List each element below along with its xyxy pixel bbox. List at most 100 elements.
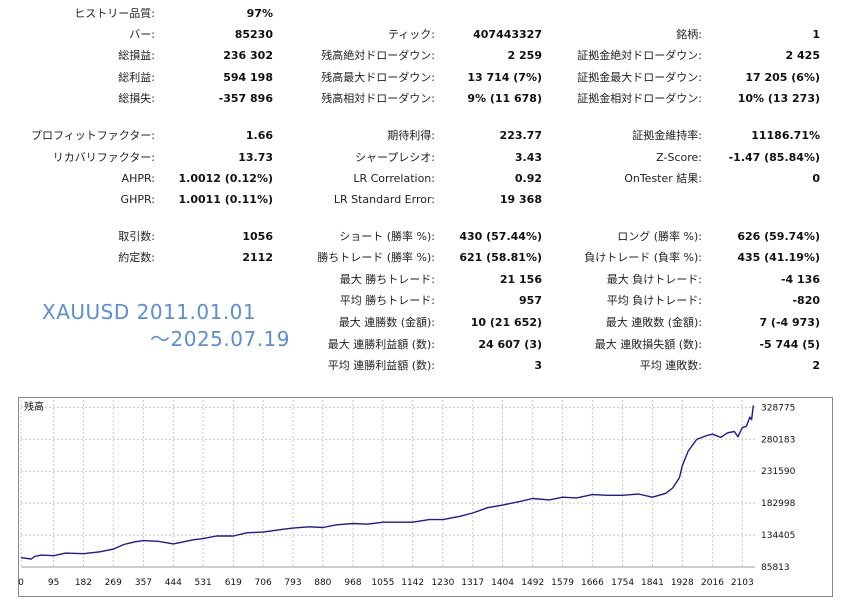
stat-label: バー: (129, 28, 155, 41)
x-tick-label: 1404 (491, 578, 514, 588)
x-tick-label: 1142 (401, 578, 424, 588)
stat-value: 13.73 (238, 151, 273, 164)
stat-value: 10 (21 652) (470, 316, 542, 329)
x-tick-label: 706 (255, 578, 272, 588)
x-tick-label: 1928 (671, 578, 694, 588)
stat-label: 証拠金絶対ドローダウン: (577, 49, 702, 62)
stat-value: 2 425 (785, 49, 820, 62)
stat-label: Z-Score: (656, 151, 702, 164)
stat-value: 957 (519, 294, 542, 307)
y-tick-label: 85813 (761, 563, 790, 573)
x-tick-label: 1754 (611, 578, 634, 588)
stat-value: 435 (41.19%) (737, 251, 820, 264)
x-tick-label: 182 (75, 578, 92, 588)
stat-label: 平均 勝ちトレード: (339, 294, 435, 307)
x-tick-label: 1055 (371, 578, 394, 588)
stat-value: 407443327 (473, 28, 542, 41)
stat-value: 13 714 (7%) (467, 71, 542, 84)
stat-value: 10% (13 273) (737, 92, 820, 105)
x-tick-label: 531 (195, 578, 212, 588)
y-tick-label: 328775 (761, 403, 795, 413)
stat-label: GHPR: (120, 193, 155, 206)
stat-value: 21 156 (499, 273, 542, 286)
stat-value: 1056 (242, 230, 273, 243)
stat-value: 9% (11 678) (467, 92, 542, 105)
chart-title: 残高 (24, 400, 44, 413)
x-tick-label: 444 (165, 578, 182, 588)
stat-value: 236 302 (223, 49, 273, 62)
stat-label: 最大 連敗損失額 (数): (594, 338, 702, 351)
balance-chart-svg: 0 95 182 269 357 444 531 619 706 793 880 968 1055 114… (18, 397, 833, 597)
stat-label: 最大 連勝数 (金額): (338, 316, 435, 329)
stat-label: LR Correlation: (353, 172, 435, 185)
x-tick-label: 1841 (641, 578, 664, 588)
x-tick-label: 357 (135, 578, 152, 588)
y-tick-label: 134405 (761, 531, 795, 541)
stat-value: 1.0012 (0.12%) (178, 172, 274, 185)
x-tick-label: 95 (48, 578, 59, 588)
stat-value: 223.77 (499, 129, 542, 142)
stat-label: ヒストリー品質: (74, 7, 155, 20)
symbol-period-end: ～2025.07.19 (150, 327, 291, 351)
x-tick-label: 793 (284, 578, 301, 588)
stat-label: 平均 負けトレード: (606, 294, 702, 307)
stat-value: 11186.71% (751, 129, 820, 142)
x-tick-label: 619 (225, 578, 242, 588)
stat-label: 証拠金相対ドローダウン: (577, 92, 702, 105)
stat-value: 2112 (242, 251, 273, 264)
stat-value: 430 (57.44%) (459, 230, 542, 243)
x-tick-label: 968 (344, 578, 361, 588)
stat-label: 最大 勝ちトレード: (339, 273, 435, 286)
stat-value: 0.92 (514, 172, 542, 185)
stat-label: 銘柄: (676, 28, 702, 41)
stat-label: 総利益: (118, 71, 155, 84)
x-tick-label: 1579 (551, 578, 574, 588)
y-tick-label: 231590 (761, 467, 796, 477)
stat-label: 約定数: (118, 251, 155, 264)
stat-label: 取引数: (118, 230, 155, 243)
stat-value: 2 259 (507, 49, 542, 62)
stat-value: 594 198 (223, 71, 273, 84)
balance-chart: 0 95 182 269 357 444 531 619 706 793 880 968 1055 114… (18, 397, 833, 597)
x-tick-label: 1230 (431, 578, 454, 588)
x-tick-label: 880 (314, 578, 331, 588)
stat-label: 最大 負けトレード: (606, 273, 702, 286)
stat-label: LR Standard Error: (333, 193, 435, 206)
report-stats-section: ヒストリー品質: 97% バー: 85230 総損益: 236 302 総利益: 594 19… (30, 7, 820, 372)
stat-value: 626 (59.74%) (737, 230, 820, 243)
stat-label: 総損益: (118, 49, 155, 62)
stat-label: 最大 連敗数 (金額): (605, 316, 702, 329)
stat-label: AHPR: (121, 172, 155, 185)
stat-label: リカバリファクター: (52, 151, 155, 164)
symbol-period-title: XAUUSD 2011.01.01 (42, 300, 257, 324)
stat-label: 平均 連勝利益額 (数): (327, 359, 435, 372)
stat-label: 勝ちトレード (勝率 %): (317, 251, 435, 264)
stat-label: 負けトレード (負率 %): (584, 251, 702, 264)
stat-value: 17 205 (6%) (745, 71, 820, 84)
stat-label: ティック: (387, 28, 435, 41)
stat-label: 証拠金最大ドローダウン: (577, 71, 702, 84)
stat-value: -357 896 (218, 92, 273, 105)
stat-label: 総損失: (118, 92, 155, 105)
stat-label: 残高相対ドローダウン: (321, 92, 435, 105)
stat-value: 0 (812, 172, 820, 185)
stat-label: 平均 連敗数: (639, 359, 702, 372)
stat-value: 1.0011 (0.11%) (178, 193, 274, 206)
stat-label: 期待利得: (387, 129, 435, 142)
stat-value: 1 (812, 28, 820, 41)
stat-value: -1.47 (85.84%) (728, 151, 820, 164)
stat-value: 7 (-4 973) (759, 316, 820, 329)
stat-label: プロフィットファクター: (30, 129, 155, 142)
x-tick-label: 2016 (701, 578, 724, 588)
x-tick-label: 1492 (521, 578, 544, 588)
stat-value: 3.43 (514, 151, 542, 164)
x-tick-label: 269 (105, 578, 122, 588)
x-tick-label: 1666 (581, 578, 604, 588)
stat-value: 3 (534, 359, 542, 372)
stat-label: 残高絶対ドローダウン: (321, 49, 435, 62)
stat-value: 621 (58.81%) (459, 251, 542, 264)
x-tick-label: 2103 (731, 578, 754, 588)
x-tick-label: 0 (18, 578, 24, 588)
stat-value: 2 (812, 359, 820, 372)
stat-value: 97% (246, 7, 273, 20)
